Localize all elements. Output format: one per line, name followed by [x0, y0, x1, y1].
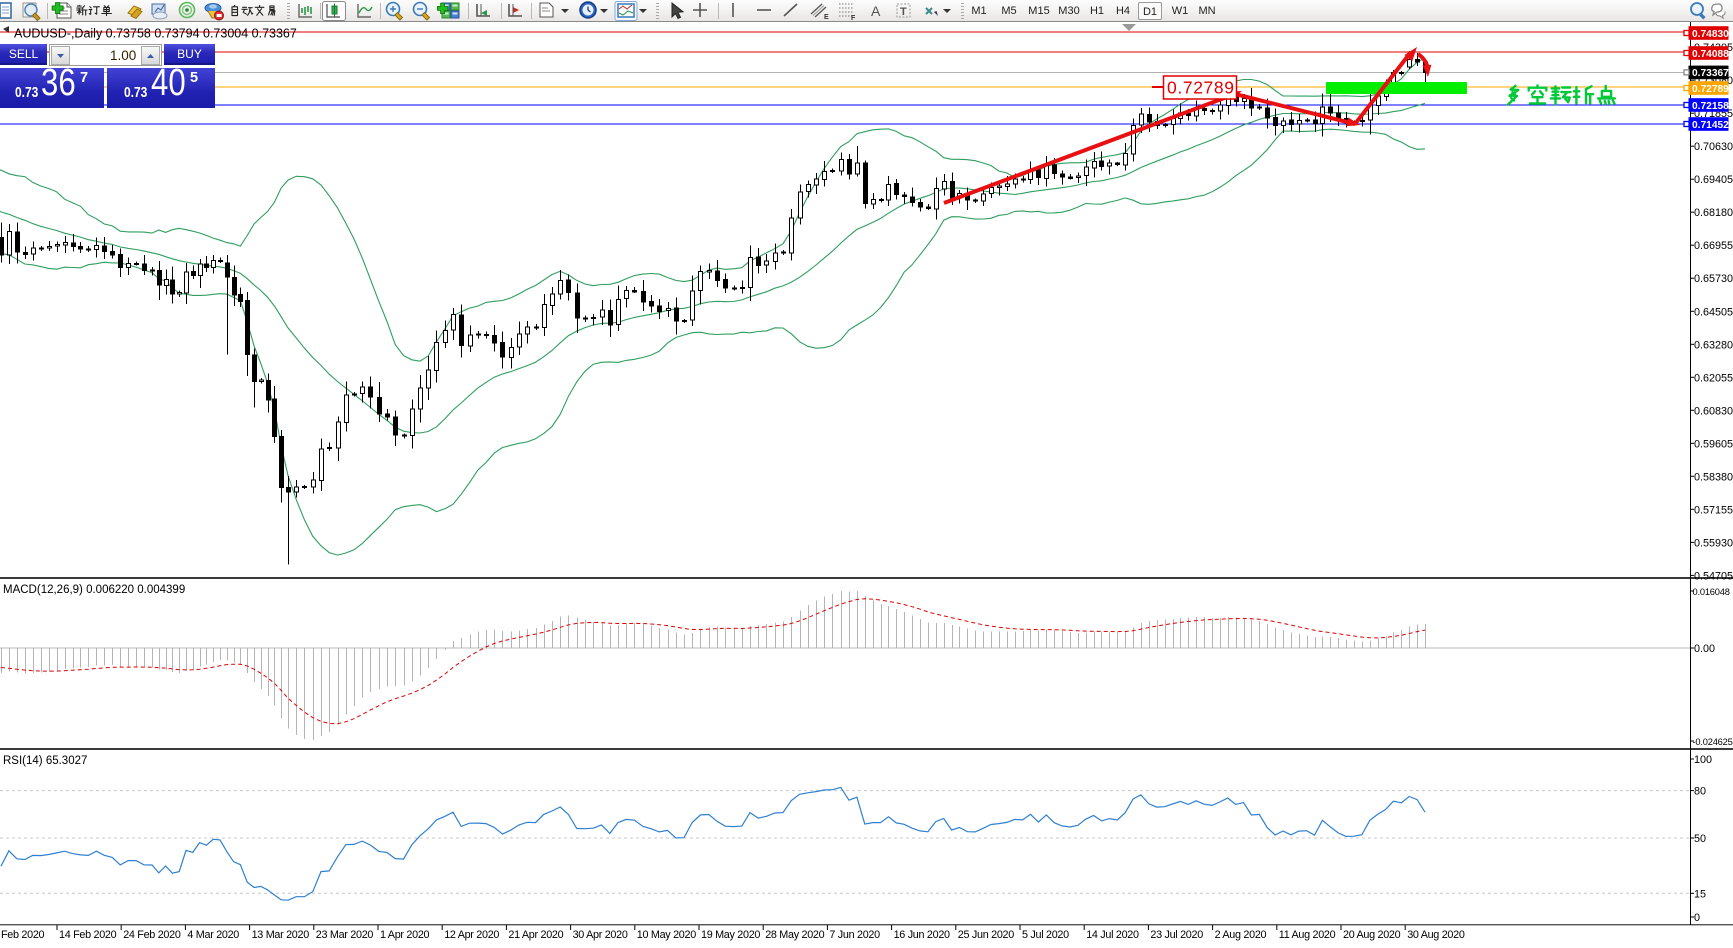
svg-text:0.57155: 0.57155: [1694, 504, 1733, 516]
svg-text:13 Mar 2020: 13 Mar 2020: [252, 929, 310, 941]
svg-text:0.60830: 0.60830: [1694, 405, 1733, 417]
svg-text:30 Apr 2020: 30 Apr 2020: [573, 929, 628, 941]
svg-text:E: E: [824, 14, 829, 21]
svg-text:15: 15: [1694, 888, 1706, 900]
svg-text:0.58380: 0.58380: [1694, 471, 1733, 483]
svg-text:MACD(12,26,9) 0.006220 0.00439: MACD(12,26,9) 0.006220 0.004399: [3, 584, 185, 596]
svg-text:24 Feb 2020: 24 Feb 2020: [123, 929, 181, 941]
svg-text:0.74088: 0.74088: [1692, 49, 1729, 60]
svg-text:23 Mar 2020: 23 Mar 2020: [316, 929, 374, 941]
svg-text:0.65730: 0.65730: [1694, 273, 1733, 285]
svg-text:14 Jul 2020: 14 Jul 2020: [1086, 929, 1139, 941]
svg-text:25 Jun 2020: 25 Jun 2020: [958, 929, 1014, 941]
svg-text:0.00: 0.00: [1694, 643, 1715, 655]
svg-text:23 Jul 2020: 23 Jul 2020: [1150, 929, 1203, 941]
svg-text:16 Jun 2020: 16 Jun 2020: [894, 929, 950, 941]
svg-text:30 Aug 2020: 30 Aug 2020: [1407, 929, 1465, 941]
svg-text:0: 0: [1694, 912, 1700, 924]
svg-text:4 Mar 2020: 4 Mar 2020: [187, 929, 239, 941]
svg-text:0.71452: 0.71452: [1692, 120, 1729, 131]
svg-text:0.72789: 0.72789: [1692, 84, 1729, 95]
svg-text:2 Aug 2020: 2 Aug 2020: [1215, 929, 1267, 941]
svg-text:0.72789: 0.72789: [1167, 78, 1234, 98]
svg-text:T: T: [900, 6, 907, 18]
svg-text:0.62055: 0.62055: [1694, 372, 1733, 384]
svg-text:100: 100: [1694, 754, 1712, 766]
svg-text:5 Jul 2020: 5 Jul 2020: [1022, 929, 1069, 941]
svg-text:0.73367: 0.73367: [1692, 68, 1729, 79]
svg-text:F: F: [851, 15, 856, 22]
svg-text:11 Aug 2020: 11 Aug 2020: [1279, 929, 1336, 941]
svg-text:0.69405: 0.69405: [1694, 174, 1733, 186]
svg-text:0.016048: 0.016048: [1693, 587, 1730, 597]
svg-text:28 May 2020: 28 May 2020: [765, 929, 824, 941]
svg-text:0.63280: 0.63280: [1694, 339, 1733, 351]
svg-text:50: 50: [1694, 833, 1706, 845]
svg-text:Feb 2020: Feb 2020: [1, 929, 45, 941]
svg-text:12 Apr 2020: 12 Apr 2020: [444, 929, 499, 941]
svg-text:0.54705: 0.54705: [1694, 570, 1733, 582]
svg-text:RSI(14) 65.3027: RSI(14) 65.3027: [3, 755, 87, 767]
svg-text:7 Jun 2020: 7 Jun 2020: [829, 929, 880, 941]
svg-text:A: A: [871, 3, 881, 19]
svg-text:0.68180: 0.68180: [1694, 207, 1733, 219]
svg-text:0.72158: 0.72158: [1692, 101, 1729, 112]
svg-text:0.64505: 0.64505: [1694, 306, 1733, 318]
svg-text:1 Apr 2020: 1 Apr 2020: [380, 929, 430, 941]
svg-text:0.55930: 0.55930: [1694, 537, 1733, 549]
svg-text:0.74830: 0.74830: [1692, 29, 1729, 40]
svg-text:10 May 2020: 10 May 2020: [637, 929, 696, 941]
svg-text:21 Apr 2020: 21 Apr 2020: [508, 929, 563, 941]
svg-text:AUDUSD-,Daily 0.73758 0.73794: AUDUSD-,Daily 0.73758 0.73794 0.73004 0.…: [14, 27, 297, 41]
svg-text:0.66955: 0.66955: [1694, 240, 1733, 252]
svg-text:0.59605: 0.59605: [1694, 438, 1733, 450]
svg-text:20 Aug 2020: 20 Aug 2020: [1343, 929, 1401, 941]
svg-text:-0.024625: -0.024625: [1693, 737, 1733, 747]
svg-text:14 Feb 2020: 14 Feb 2020: [59, 929, 117, 941]
svg-text:19 May 2020: 19 May 2020: [701, 929, 760, 941]
svg-text:80: 80: [1694, 786, 1706, 798]
svg-text:0.70630: 0.70630: [1694, 141, 1733, 153]
